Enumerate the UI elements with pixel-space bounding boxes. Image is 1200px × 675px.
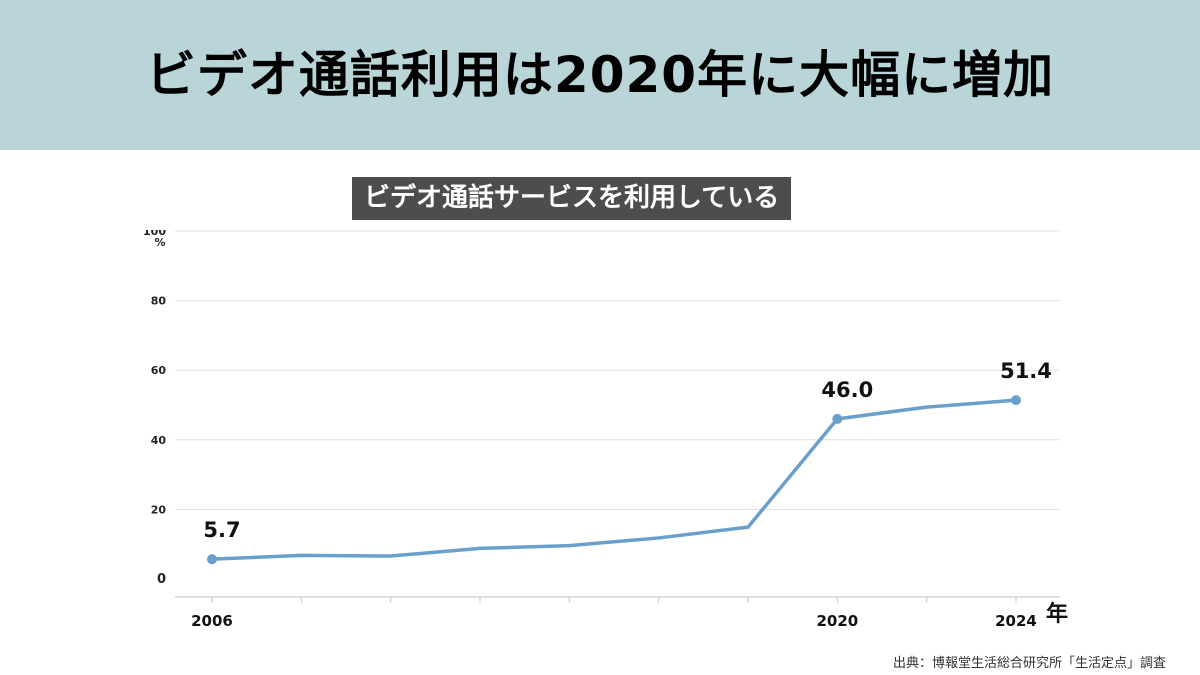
x-tick-label: 2024 <box>995 612 1037 630</box>
y-tick-label: 20 <box>151 503 167 516</box>
data-label: 46.0 <box>821 378 873 402</box>
data-point <box>1011 395 1021 406</box>
x-tick-label: 2006 <box>191 612 233 630</box>
y-tick-label: 40 <box>151 434 167 447</box>
y-tick-label: 80 <box>151 295 167 308</box>
y-tick-label: 0 <box>157 572 166 587</box>
y-axis-unit: % <box>154 236 165 249</box>
line-chart: 0 20 40 60 80 100% 2006 2020 2024 年 5.7 46.0 51.4 <box>143 230 1068 630</box>
x-axis-unit: 年 <box>1046 601 1068 627</box>
data-point <box>832 413 843 424</box>
series-line <box>210 398 1018 561</box>
header-banner <box>0 0 1200 150</box>
page-title: ビデオ通話利用は2020年に大幅に増加 <box>145 46 1055 104</box>
chart-title: ビデオ通話サービスを利用している <box>352 177 792 220</box>
data-label: 5.7 <box>203 518 240 542</box>
y-tick-label: 60 <box>151 364 167 377</box>
data-point <box>207 554 217 565</box>
y-tick-label: 100 <box>143 230 166 238</box>
source-note: 出典：博報堂生活総合研究所「生活定点」調査 <box>892 656 1166 671</box>
x-tick-label: 2020 <box>816 612 858 630</box>
data-label: 51.4 <box>1000 359 1052 383</box>
